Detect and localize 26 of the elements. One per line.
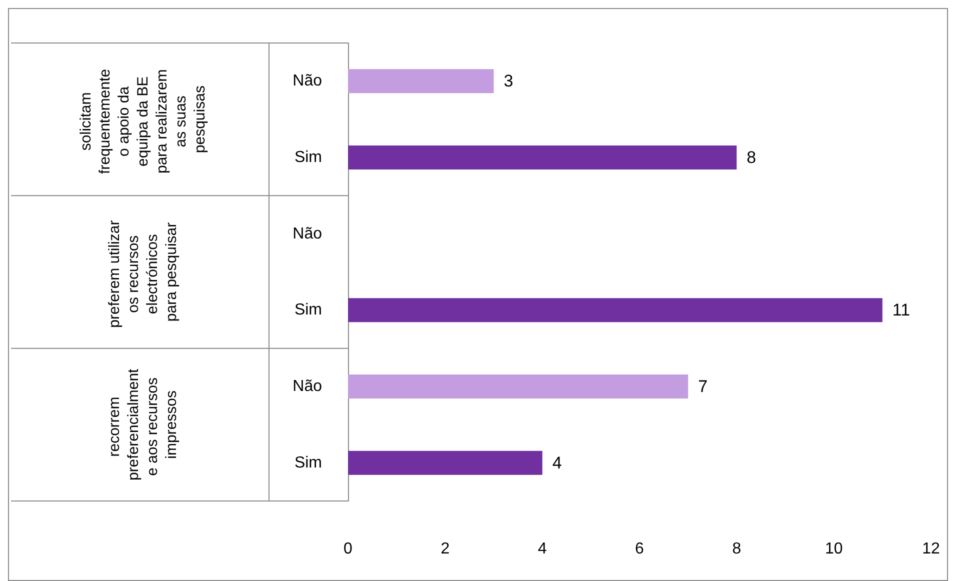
bar <box>348 146 737 170</box>
x-tick-label: 12 <box>922 540 940 558</box>
x-tick-label: 0 <box>344 540 353 558</box>
data-label: 8 <box>746 148 756 167</box>
bar <box>348 450 542 475</box>
bar <box>348 69 494 94</box>
x-tick-label: 8 <box>732 540 742 558</box>
text: preferem utilizar os recursos electrónicos para pesquisar <box>106 216 180 328</box>
y-tick-label: Sim <box>294 454 322 472</box>
x-tick-label: 6 <box>635 540 644 558</box>
y-tick-label: Sim <box>294 302 322 319</box>
y-tick-label: Sim <box>294 149 322 166</box>
text: solicitam frequentemente o apoio da equipa da BE para realizarem as suas pesquisas <box>78 64 208 174</box>
y-tick-label: Não <box>292 225 322 242</box>
data-label: 4 <box>552 453 562 472</box>
y-tick-label: Não <box>292 378 322 395</box>
x-tick-label: 4 <box>538 540 547 558</box>
text: recorrem preferencialmente aos recursos impressos <box>106 368 180 481</box>
bar <box>348 298 882 322</box>
data-label: 3 <box>504 72 514 91</box>
y-tick-label: Não <box>292 72 322 90</box>
bar <box>348 374 688 398</box>
x-tick-label: 10 <box>824 540 843 558</box>
x-tick-label: 2 <box>440 540 450 558</box>
data-label: 11 <box>892 300 910 320</box>
data-label: 7 <box>698 377 708 396</box>
